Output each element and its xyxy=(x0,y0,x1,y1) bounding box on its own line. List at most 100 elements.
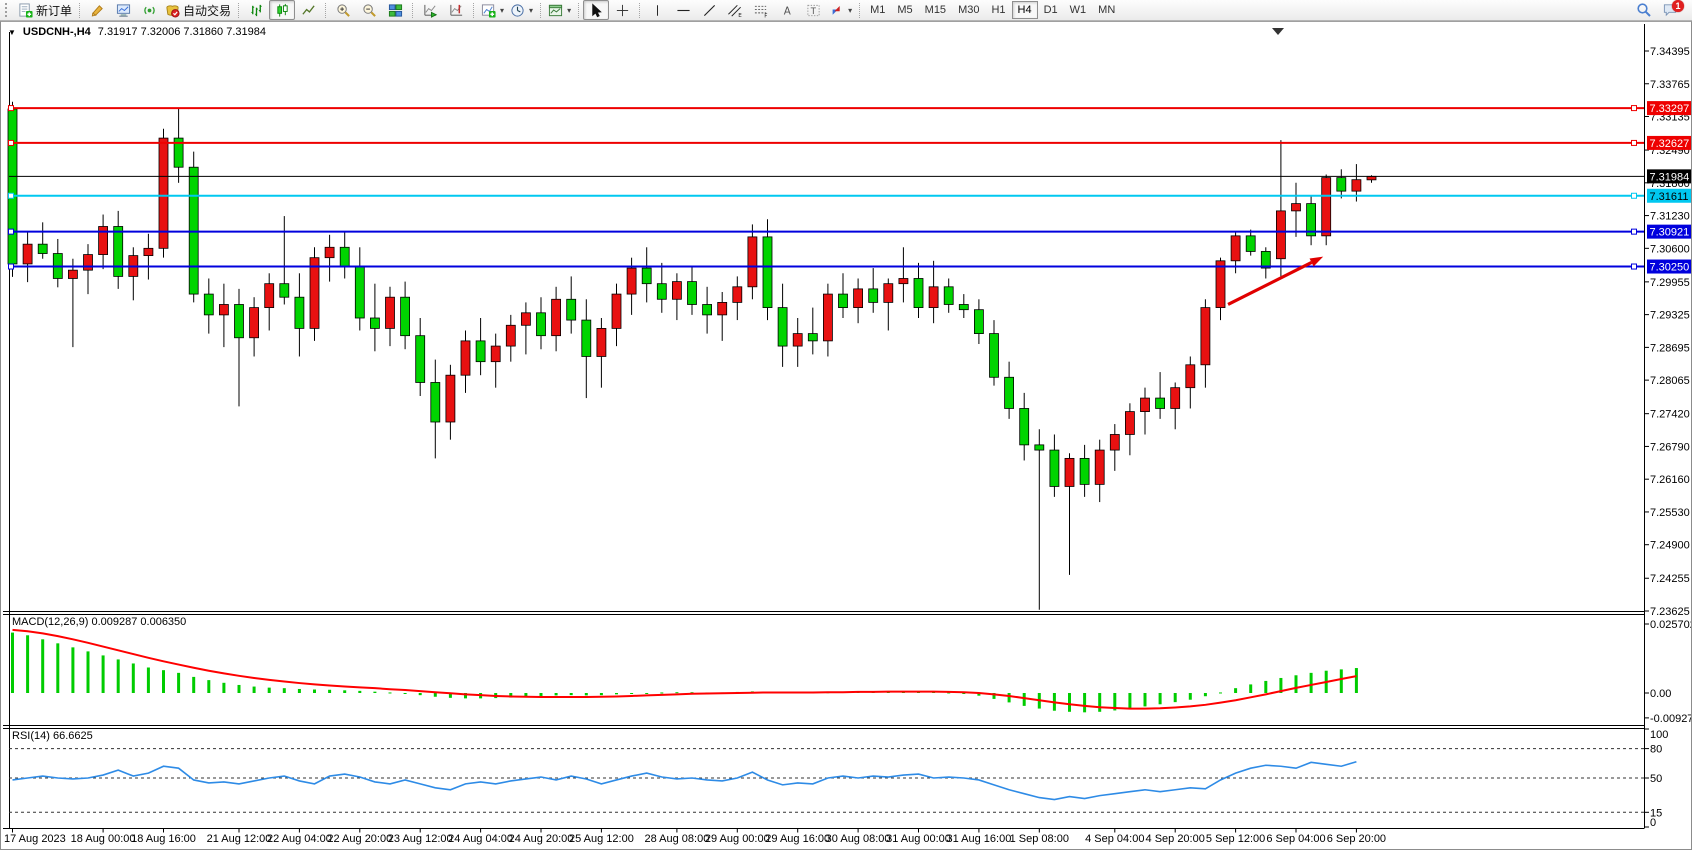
zoom-out-icon xyxy=(362,3,376,17)
timeframe-button-m30[interactable]: M30 xyxy=(958,4,980,16)
line-chart-button[interactable] xyxy=(295,0,321,20)
line-chart-icon xyxy=(301,4,315,15)
equidistant-channel-button[interactable]: E xyxy=(722,0,748,20)
svg-text:4 Sep 20:00: 4 Sep 20:00 xyxy=(1146,833,1205,845)
svg-text:29 Aug 00:00: 29 Aug 00:00 xyxy=(705,833,770,845)
svg-text:7.30921: 7.30921 xyxy=(1650,227,1690,239)
svg-text:7.31230: 7.31230 xyxy=(1650,211,1690,223)
svg-text:29 Aug 16:00: 29 Aug 16:00 xyxy=(765,833,830,845)
separator xyxy=(540,2,542,18)
chart-symbol-period: USDCNH-,H4 xyxy=(22,26,91,38)
arrow-annotation xyxy=(1227,261,1313,306)
timeframe-button-mn[interactable]: MN xyxy=(1098,4,1116,16)
arrow-objects-icon xyxy=(832,5,840,15)
timeframe-button-m15[interactable]: M15 xyxy=(924,4,947,16)
text-label-icon: T xyxy=(806,4,820,16)
timeframe-button-w1[interactable]: W1 xyxy=(1069,4,1087,16)
trendline-button[interactable] xyxy=(696,0,722,20)
chart-shift-icon xyxy=(449,4,462,16)
svg-text:7.29955: 7.29955 xyxy=(1650,277,1690,289)
text-button[interactable]: A xyxy=(774,0,800,20)
svg-text:31 Aug 00:00: 31 Aug 00:00 xyxy=(886,833,951,845)
bar-chart-button[interactable] xyxy=(243,0,269,20)
svg-text:7.31611: 7.31611 xyxy=(1650,191,1689,203)
chart-shift-button[interactable] xyxy=(443,0,469,20)
svg-text:25 Aug 12:00: 25 Aug 12:00 xyxy=(569,833,634,845)
timeframe-button-m5[interactable]: M5 xyxy=(897,4,913,16)
svg-text:0.025702: 0.025702 xyxy=(1650,619,1691,631)
dropdown-arrow-icon: ▾ xyxy=(500,5,505,15)
candle-chart-button[interactable] xyxy=(269,0,296,20)
periods-button[interactable]: ▾ xyxy=(507,0,536,20)
notifications-button[interactable]: 1 xyxy=(1662,0,1684,18)
svg-text:-0.00927: -0.00927 xyxy=(1650,713,1691,725)
timeframe-button-h4[interactable]: H4 xyxy=(1011,1,1038,19)
fibonacci-icon: F xyxy=(754,5,768,18)
crayon-icon xyxy=(91,4,103,17)
svg-text:31 Aug 16:00: 31 Aug 16:00 xyxy=(946,833,1011,845)
separator xyxy=(473,2,475,18)
svg-text:7.31984: 7.31984 xyxy=(1650,171,1690,183)
main-toolbar: 新订单 自动交易 ▾ ▾ xyxy=(0,0,1692,21)
macd-signal-line xyxy=(12,628,1357,710)
separator xyxy=(412,2,414,18)
cursor-icon xyxy=(591,2,602,17)
svg-text:100: 100 xyxy=(1650,729,1668,741)
toolbar-right: 1 xyxy=(1636,0,1688,18)
svg-text:7.30600: 7.30600 xyxy=(1650,243,1690,255)
styler-button[interactable] xyxy=(84,0,110,20)
fibonacci-button[interactable]: F xyxy=(748,0,774,20)
chart-canvas[interactable]: 7.343957.337657.331357.324907.318607.312… xyxy=(1,22,1691,849)
separator xyxy=(238,2,240,18)
trendline-icon xyxy=(703,4,715,16)
svg-text:7.28695: 7.28695 xyxy=(1650,342,1690,354)
search-icon[interactable] xyxy=(1636,2,1652,18)
tile-windows-button[interactable] xyxy=(382,0,408,20)
templates-button[interactable]: ▾ xyxy=(545,0,574,20)
svg-text:18 Aug 00:00: 18 Aug 00:00 xyxy=(71,833,136,845)
auto-scroll-button[interactable] xyxy=(417,0,443,20)
vertical-line-icon xyxy=(656,4,658,16)
indicators-button[interactable]: ▾ xyxy=(478,0,507,20)
window-menu-icon[interactable]: ▼ xyxy=(8,27,16,37)
text-label-button[interactable]: T xyxy=(800,0,826,20)
cursor-button[interactable] xyxy=(583,0,610,20)
timeframe-button-d1[interactable]: D1 xyxy=(1043,4,1058,16)
svg-text:7.33297: 7.33297 xyxy=(1650,103,1690,115)
auto-trading-button[interactable]: 自动交易 xyxy=(162,0,234,20)
horizontal-line-button[interactable] xyxy=(670,0,696,20)
chart-title: ▼ USDCNH-,H4 7.31917 7.32006 7.31860 7.3… xyxy=(8,26,266,38)
signals-button[interactable] xyxy=(136,0,162,20)
tile-windows-icon xyxy=(388,3,402,17)
svg-text:5 Sep 12:00: 5 Sep 12:00 xyxy=(1206,833,1265,845)
svg-text:A: A xyxy=(783,5,790,17)
svg-text:0.00: 0.00 xyxy=(1650,688,1671,700)
terminal-button[interactable] xyxy=(110,0,136,20)
horizontal-line-icon xyxy=(676,9,690,11)
candle-chart-icon xyxy=(276,3,288,17)
svg-text:7.26160: 7.26160 xyxy=(1650,474,1690,486)
chart-shift-marker xyxy=(1272,28,1284,35)
timeframe-button-m1[interactable]: M1 xyxy=(870,4,886,16)
svg-text:24 Aug 04:00: 24 Aug 04:00 xyxy=(448,833,513,845)
new-order-label: 新订单 xyxy=(36,3,73,18)
separator xyxy=(325,2,327,18)
svg-text:28 Aug 08:00: 28 Aug 08:00 xyxy=(644,833,709,845)
svg-text:6 Sep 04:00: 6 Sep 04:00 xyxy=(1266,833,1325,845)
svg-text:50: 50 xyxy=(1650,773,1662,785)
zoom-out-button[interactable] xyxy=(356,0,382,20)
svg-text:7.24255: 7.24255 xyxy=(1650,573,1690,585)
chart-window[interactable]: ▼ USDCNH-,H4 7.31917 7.32006 7.31860 7.3… xyxy=(0,21,1692,850)
timeframe-button-h1[interactable]: H1 xyxy=(991,4,1006,16)
crosshair-button[interactable] xyxy=(609,0,635,20)
zoom-in-button[interactable] xyxy=(330,0,356,20)
toolbar-grip[interactable] xyxy=(5,3,11,17)
arrows-button[interactable]: ▾ xyxy=(826,0,855,20)
crosshair-icon xyxy=(616,4,628,16)
new-order-button[interactable]: 新订单 xyxy=(15,0,75,20)
vertical-line-button[interactable] xyxy=(644,0,670,20)
separator xyxy=(859,2,861,18)
separator xyxy=(578,2,580,18)
svg-text:0: 0 xyxy=(1650,817,1656,829)
svg-text:7.26790: 7.26790 xyxy=(1650,441,1690,453)
